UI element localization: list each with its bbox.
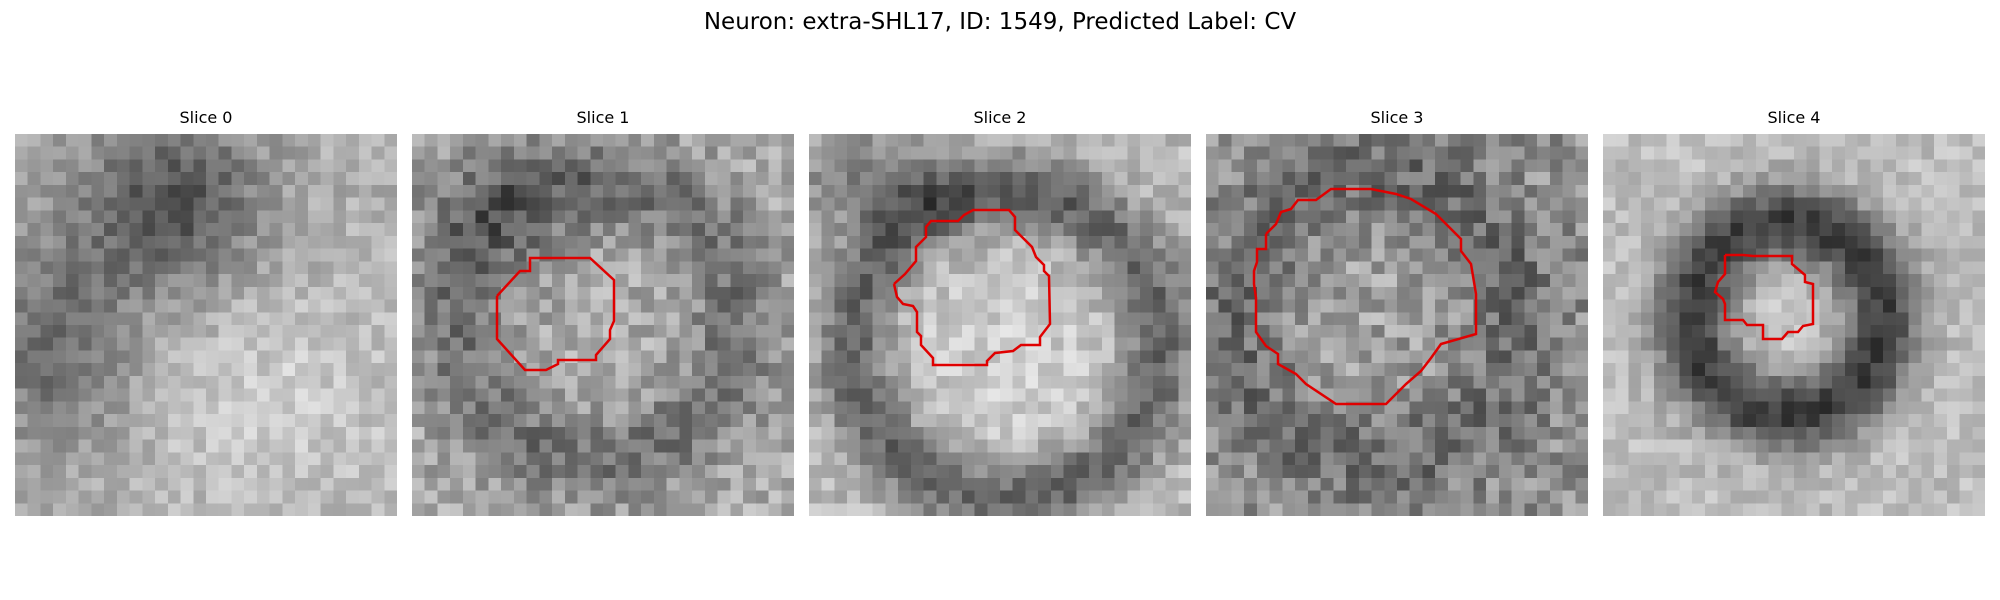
slice-image-3 — [1206, 134, 1588, 516]
slice-title: Slice 0 — [179, 108, 233, 127]
slice-image-4 — [1603, 134, 1985, 516]
segmentation-contour — [1713, 253, 1815, 341]
slice-image-1 — [412, 134, 794, 516]
microscopy-image — [1206, 134, 1588, 516]
slice-panel-1: Slice 1 — [412, 108, 794, 516]
slice-panel-4: Slice 4 — [1603, 108, 1985, 516]
slice-image-2 — [809, 134, 1191, 516]
microscopy-image — [809, 134, 1191, 516]
slice-title: Slice 4 — [1767, 108, 1821, 127]
microscopy-image — [15, 134, 397, 516]
microscopy-image — [412, 134, 794, 516]
slice-panel-3: Slice 3 — [1206, 108, 1588, 516]
slice-panel-2: Slice 2 — [809, 108, 1191, 516]
microscopy-image — [1603, 134, 1985, 516]
segmentation-contour — [1252, 187, 1478, 406]
slice-title: Slice 1 — [576, 108, 630, 127]
figure-title: Neuron: extra-SHL17, ID: 1549, Predicted… — [703, 9, 1297, 35]
slice-image-0 — [15, 134, 397, 516]
segmentation-contour — [495, 256, 616, 372]
slice-panel-0: Slice 0 — [15, 108, 397, 516]
slice-title: Slice 2 — [973, 108, 1027, 127]
segmentation-contour — [892, 208, 1052, 367]
slice-title: Slice 3 — [1370, 108, 1424, 127]
